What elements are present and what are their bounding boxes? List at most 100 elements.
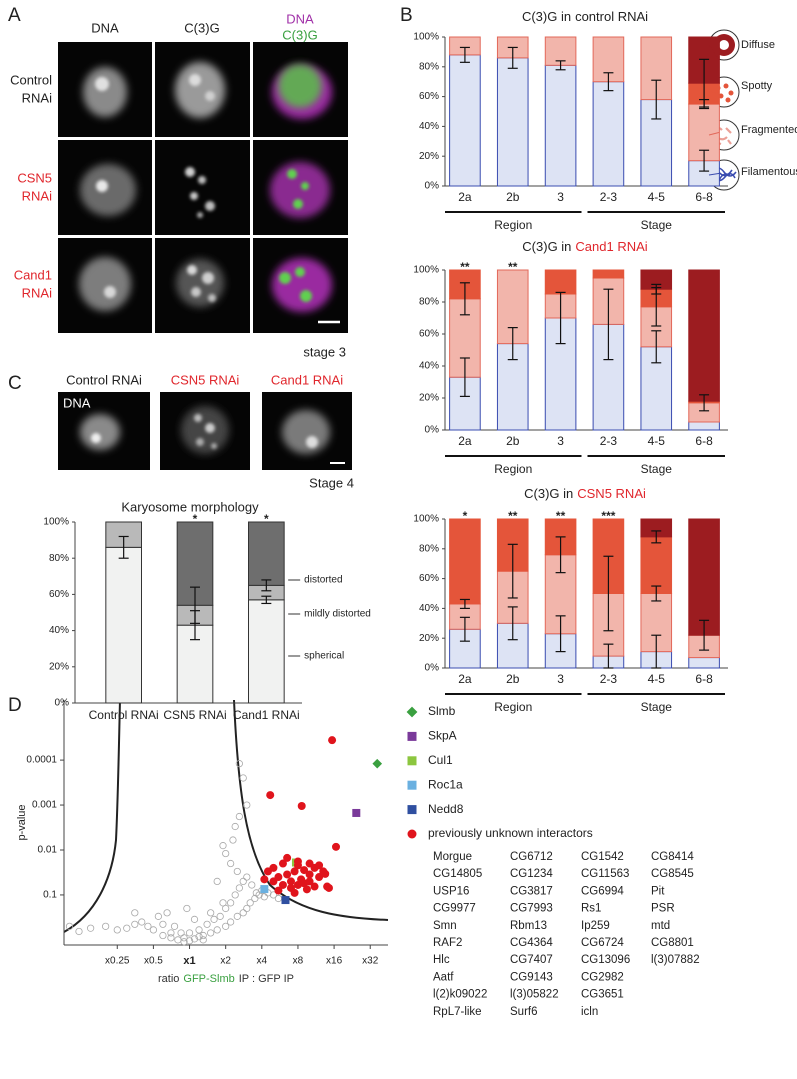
micrograph-grid-circle: [295, 267, 305, 277]
point: [260, 875, 269, 884]
point: [235, 884, 243, 892]
bar-segment: [640, 536, 673, 595]
point: [274, 894, 283, 903]
error-bar: [603, 555, 614, 632]
y-tick-label: 40%: [419, 361, 439, 372]
point: [231, 822, 239, 831]
interactor-name: CG8545: [651, 868, 694, 880]
point: [243, 801, 251, 809]
point: [281, 896, 290, 905]
error-bar: [555, 291, 566, 345]
point: [328, 736, 337, 745]
point: [290, 867, 299, 876]
x-tick-label: 6-8: [695, 190, 713, 204]
point: [315, 861, 324, 870]
point: [227, 899, 235, 907]
chart-title: Karyosome morphology: [121, 499, 259, 514]
micrograph-row-circle: [211, 443, 217, 449]
row-header: RNAi: [22, 90, 52, 105]
point: [222, 904, 230, 913]
interactor-name: CG4364: [510, 937, 553, 949]
micrograph-grid-circle: [185, 167, 195, 177]
legend-marker: [407, 756, 417, 766]
x-tick-label: 2a: [458, 672, 472, 686]
bar-segment: [496, 57, 529, 187]
y-tick-label: 0.01: [38, 845, 58, 856]
y-tick-label: 100%: [43, 517, 69, 528]
point: [159, 931, 167, 940]
significance: ***: [601, 509, 615, 523]
group-label: Region: [494, 700, 532, 714]
micrograph-row-ellipse: [282, 410, 330, 454]
error-bar: [651, 634, 662, 669]
legend-leader: [708, 91, 720, 95]
legend-label: Fragmented: [741, 124, 797, 136]
group-label: Stage: [641, 218, 673, 232]
y-tick-label: 20%: [419, 633, 439, 644]
legend-leader: [708, 44, 720, 61]
threshold-curve: [233, 699, 389, 921]
x-tick-label: 2-3: [600, 190, 618, 204]
micrograph-grid-ellipse: [278, 64, 322, 108]
point: [167, 929, 175, 937]
legend-marker: [406, 706, 418, 718]
error-bar: [261, 579, 272, 592]
x-tick-label: 3: [557, 672, 564, 686]
y-tick-label: 20%: [49, 661, 69, 672]
point: [207, 929, 215, 937]
legend-label: Spotty: [741, 80, 773, 92]
x-tick-label: x1: [183, 955, 195, 967]
legend-icons-circle: [719, 40, 729, 50]
point: [227, 918, 235, 926]
point: [144, 922, 152, 930]
interactor-name: CG11563: [581, 868, 629, 880]
error-bar: [603, 643, 614, 669]
point: [278, 880, 287, 889]
x-tick-label: 3: [557, 190, 564, 204]
point: [324, 883, 333, 892]
interactor-name: Pit: [651, 885, 665, 897]
point: [213, 926, 221, 934]
x-axis-label-part: GFP-Slmb: [183, 973, 234, 985]
y-tick-label: 80%: [49, 553, 69, 564]
point: [199, 936, 207, 944]
column-header: C(3)G: [282, 27, 317, 42]
y-axis-label: p-value: [16, 804, 28, 840]
column-header: DNA: [286, 11, 314, 26]
micrograph-row-ellipse: [181, 406, 229, 454]
point: [195, 926, 203, 934]
interactor-name: CG3651: [581, 989, 624, 1001]
point: [302, 885, 311, 894]
x-tick-label: 4-5: [648, 190, 666, 204]
point: [243, 904, 251, 913]
interactor-name: CG7407: [510, 954, 553, 966]
point: [75, 927, 83, 936]
x-tick-label: 2-3: [600, 672, 618, 686]
chart-title: C(3)G in CSN5 RNAi: [524, 486, 646, 501]
micrograph-grid-circle: [202, 272, 214, 284]
point: [190, 915, 199, 923]
significance: **: [508, 509, 518, 523]
point: [216, 912, 224, 920]
point: [123, 924, 131, 932]
point: [352, 808, 361, 817]
micrograph-grid-circle: [197, 212, 203, 218]
interactor-name: CG1234: [510, 868, 553, 880]
micrograph-grid-circle: [198, 176, 206, 184]
point: [305, 877, 314, 886]
column-header: DNA: [91, 20, 119, 35]
row-header: CSN5: [17, 170, 52, 185]
interactor-name: CG9143: [510, 971, 553, 983]
y-tick-label: 0%: [425, 663, 440, 674]
micrograph-grid-circle: [187, 265, 197, 275]
error-bar: [699, 394, 710, 412]
error-bar: [699, 58, 710, 108]
x-tick-label: Cand1 RNAi: [233, 708, 300, 722]
y-tick-label: 40%: [49, 625, 69, 636]
legend-label: Cul1: [428, 753, 453, 767]
panel-label: D: [8, 695, 22, 716]
bar-segment: [688, 421, 720, 431]
micrograph-grid-circle: [95, 77, 109, 91]
legend-marker: [407, 780, 417, 790]
interactor-name: CG3817: [510, 885, 553, 897]
